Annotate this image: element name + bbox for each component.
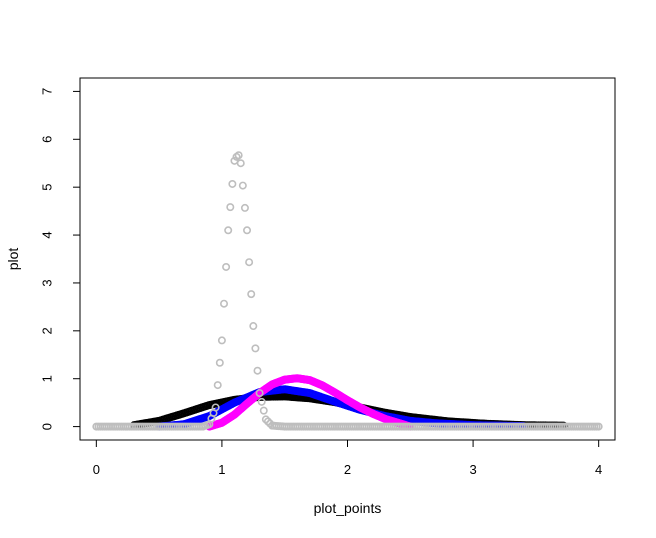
x-tick-label: 2 <box>344 462 351 477</box>
data-point <box>257 397 266 406</box>
data-point <box>222 262 231 271</box>
data-point <box>255 389 264 398</box>
y-tick-label: 3 <box>40 279 55 286</box>
data-point <box>236 159 245 168</box>
y-tick-label: 6 <box>40 136 55 143</box>
series-4 <box>92 151 603 431</box>
data-point <box>245 258 254 267</box>
plot-frame <box>79 77 616 441</box>
data-point <box>247 290 256 299</box>
x-tick-label: 0 <box>93 462 100 477</box>
x-tick-label: 1 <box>218 462 225 477</box>
x-tick-label: 4 <box>595 462 602 477</box>
y-tick-label: 2 <box>40 327 55 334</box>
y-tick-label: 1 <box>40 375 55 382</box>
data-point <box>217 336 226 345</box>
data-point <box>249 322 258 331</box>
data-point <box>259 406 268 415</box>
data-point <box>240 203 249 212</box>
data-point <box>224 226 233 235</box>
data-point <box>263 417 272 426</box>
y-axis-title: plot <box>5 248 21 271</box>
data-point <box>226 203 235 212</box>
x-tick-label: 3 <box>469 462 476 477</box>
data-point <box>594 422 603 431</box>
data-point <box>234 151 243 160</box>
data-point <box>251 344 260 353</box>
y-tick-label: 4 <box>40 231 55 238</box>
y-axis: 0 1 2 3 4 5 6 7 <box>40 88 81 430</box>
series-layer <box>92 151 603 431</box>
data-point <box>220 299 229 308</box>
y-tick-label: 0 <box>40 423 55 430</box>
data-point <box>261 415 270 424</box>
data-point <box>211 403 220 412</box>
data-point <box>228 179 237 188</box>
x-axis: 0 1 2 3 4 <box>93 439 602 477</box>
y-tick-label: 7 <box>40 88 55 95</box>
data-point <box>213 381 222 390</box>
y-tick-label: 5 <box>40 184 55 191</box>
x-axis-title: plot_points <box>314 500 382 516</box>
data-point <box>215 358 224 367</box>
data-point <box>238 181 247 190</box>
data-point <box>253 366 262 375</box>
data-point <box>243 226 252 235</box>
